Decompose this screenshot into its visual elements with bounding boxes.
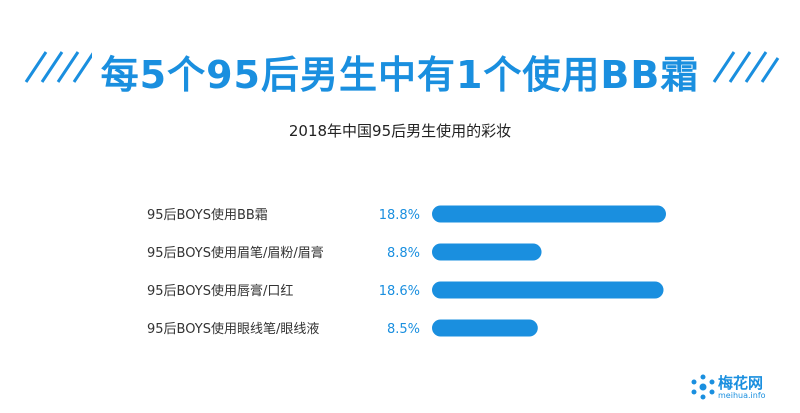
value-label: 18.8% — [379, 208, 420, 223]
slash-decoration-left-icon — [24, 51, 92, 83]
category-label: 95后BOYS使用BB霜 — [147, 207, 268, 223]
chart-title: 2018年中国95后男生使用的彩妆 — [288, 122, 512, 140]
category-label: 95后BOYS使用唇膏/口红 — [147, 283, 293, 299]
bar-chart: 95后BOYS使用BB霜 18.8% 95后BOYS使用眉笔/眉粉/眉膏 8.8% 95… — [147, 205, 666, 337]
value-label: 18.6% — [379, 284, 420, 299]
flower-logo-icon — [691, 374, 715, 400]
slash-decoration-right-icon — [712, 51, 780, 83]
headline-title: 每5个95后男生中有1个使用BB霜 — [100, 53, 700, 97]
logo-text: 梅花网 — [718, 374, 764, 392]
bar — [432, 319, 538, 337]
category-label: 95后BOYS使用眼线笔/眼线液 — [147, 321, 319, 337]
bar — [432, 205, 666, 223]
value-label: 8.8% — [387, 246, 420, 261]
logo-subtext: meihua.info — [718, 391, 766, 400]
meihua-logo: 梅花网 meihua.info — [690, 370, 790, 406]
category-label: 95后BOYS使用眉笔/眉粉/眉膏 — [147, 245, 324, 261]
value-label: 8.5% — [387, 322, 420, 337]
bar — [432, 281, 664, 299]
headline-banner: 每5个95后男生中有1个使用BB霜 — [0, 38, 800, 108]
bar — [432, 243, 542, 261]
